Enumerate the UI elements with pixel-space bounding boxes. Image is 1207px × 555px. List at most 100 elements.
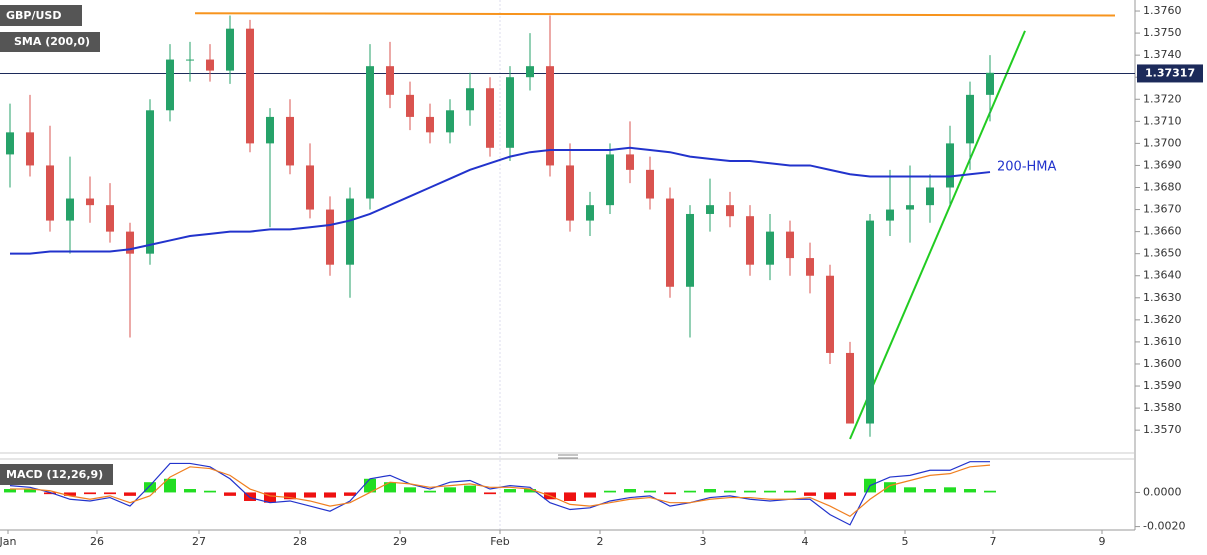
macd-histogram-bar [784,490,796,493]
y-tick-label: 1.3580 [1143,401,1182,414]
candle-body [46,165,54,221]
macd-histogram-bar [684,490,696,493]
macd-histogram-bar [144,482,156,493]
candle-body [526,66,534,78]
macd-histogram-bar [64,492,76,496]
indicator-badge [0,32,100,52]
symbol-badge [0,5,82,26]
macd-histogram-bar [884,482,896,493]
macd-histogram-bar [984,490,996,493]
macd-histogram-bar [244,492,256,501]
x-tick-label: 2 [597,535,604,548]
macd-histogram-bar [504,489,516,493]
macd-histogram-bar [44,492,56,495]
candle-body [206,59,214,71]
y-tick-label: -0.0020 [1143,520,1185,533]
macd-histogram-bar [464,485,476,493]
candle-body [866,220,874,424]
candle-body [926,187,934,206]
macd-histogram-bar [764,490,776,493]
y-tick-label: 1.3760 [1143,4,1182,17]
candle-body [566,165,574,221]
candle-body [666,198,674,287]
macd-histogram-bar [944,487,956,493]
macd-histogram-bar [664,492,676,495]
macd-histogram-bar [124,492,136,496]
candle-body [306,165,314,210]
candle-body [586,205,594,221]
macd-histogram-bar [404,487,416,493]
x-tick-label: 9 [1099,535,1106,548]
candle-body [166,59,174,111]
candle-body [966,94,974,144]
y-tick-label: 1.3690 [1143,158,1182,171]
macd-histogram-bar [484,492,496,495]
macd-histogram-bar [4,489,16,493]
candle-body [406,94,414,117]
y-tick-label: 1.3630 [1143,291,1182,304]
macd-histogram-bar [304,492,316,498]
macd-histogram-bar [184,489,196,493]
macd-histogram-bar [164,478,176,493]
y-tick-label: 1.3660 [1143,225,1182,238]
macd-histogram-bar [264,492,276,503]
x-tick-label: 29 [393,535,407,548]
candle-body [466,88,474,111]
candle-body [246,28,254,144]
macd-histogram-bar [964,489,976,493]
macd-histogram-bar [924,489,936,493]
candle-body [186,59,194,61]
macd-histogram-bar [644,490,656,493]
candle-body [546,66,554,166]
y-tick-label: 1.3670 [1143,203,1182,216]
candle-body [646,169,654,199]
macd-histogram-bar [444,487,456,493]
candle-body [346,198,354,265]
y-tick-label: 1.3610 [1143,335,1182,348]
x-tick-label: Feb [490,535,509,548]
candle-body [746,216,754,265]
y-tick-label: 1.3680 [1143,181,1182,194]
candle-body [26,132,34,166]
candle-body [686,213,694,287]
macd-histogram-bar [104,492,116,495]
trend-line [194,12,1116,17]
macd-histogram-bar [624,489,636,493]
candle-body [986,72,994,95]
macd-histogram-bar [84,492,96,495]
y-tick-label: 1.3650 [1143,247,1182,260]
y-tick-label: 1.3620 [1143,313,1182,326]
candle-body [386,66,394,95]
x-tick-label: 26 [90,535,104,548]
macd-histogram-bar [524,489,536,493]
macd-badge [0,464,113,485]
y-tick-label: 1.3750 [1143,26,1182,39]
macd-histogram-bar [704,489,716,493]
macd-histogram-bar [204,490,216,493]
indicator-label: SMA (200,0) [14,35,90,48]
symbol-label: GBP/USD [6,9,61,22]
candle-body [846,352,854,424]
x-tick-label: 28 [293,535,307,548]
macd-histogram-bar [824,492,836,500]
last-price-label: 1.37317 [1145,66,1195,79]
hma-line [10,146,991,255]
series-label: 200-HMA [997,160,1056,175]
y-tick-label: 1.3640 [1143,269,1182,282]
macd-histogram-bar [724,490,736,493]
macd-histogram-bar [24,489,36,493]
y-tick-label: 1.3600 [1143,357,1182,370]
y-tick-label: 1.3590 [1143,379,1182,392]
candle-body [266,116,274,144]
y-tick-label: 1.3570 [1143,423,1182,436]
macd-line [10,464,991,518]
candle-body [906,205,914,210]
macd-histogram-bar [604,490,616,493]
candle-body [226,28,234,71]
macd-histogram-bar [744,490,756,493]
candle-body [66,198,74,221]
candle-body [766,231,774,265]
macd-histogram-bar [844,492,856,496]
candle-body [806,258,814,276]
